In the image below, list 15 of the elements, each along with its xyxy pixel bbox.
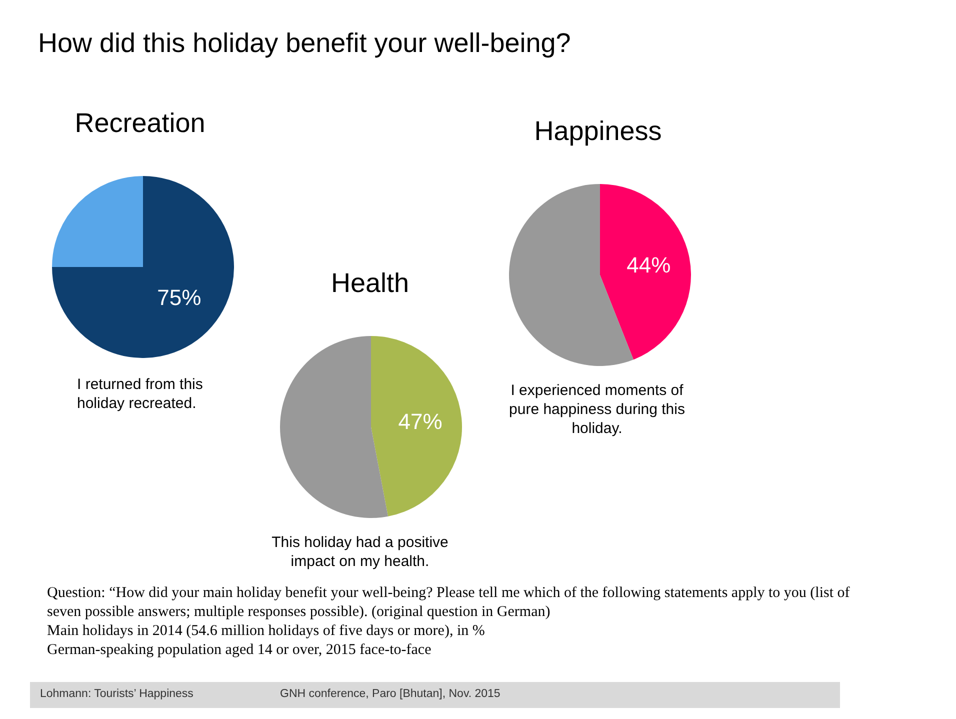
data-label: 47%: [398, 408, 442, 434]
text: GNH conference, Paro [Bhutan], Nov. 2015: [280, 688, 500, 700]
chart-title: Happiness: [533, 116, 663, 147]
text: Lohmann: Tourists’ Happiness: [40, 688, 194, 700]
text: Question: “How did your main holiday benefit your well-being? Please tell me which of the following statements apply to you (list of seven possible answers; multiple responses possible). (original question in German): [47, 584, 851, 622]
data-label: 44%: [626, 252, 671, 278]
text: I experienced moments of pure happiness during this holiday.: [508, 381, 686, 438]
text: Main holidays in 2014 (54.6 million holidays of five days or more), in %: [47, 622, 486, 641]
chart-title: Health: [330, 268, 410, 299]
chart-title: Recreation: [74, 108, 206, 139]
text: German-speaking population aged 14 or over, 2015 face-to-face: [47, 641, 432, 660]
text: I returned from this holiday recreated.: [77, 375, 204, 413]
data-label: 75%: [157, 285, 202, 310]
text: This holiday had a positive impact on my health.: [270, 533, 450, 571]
text: How did this holiday benefit your well-being?: [38, 28, 571, 59]
